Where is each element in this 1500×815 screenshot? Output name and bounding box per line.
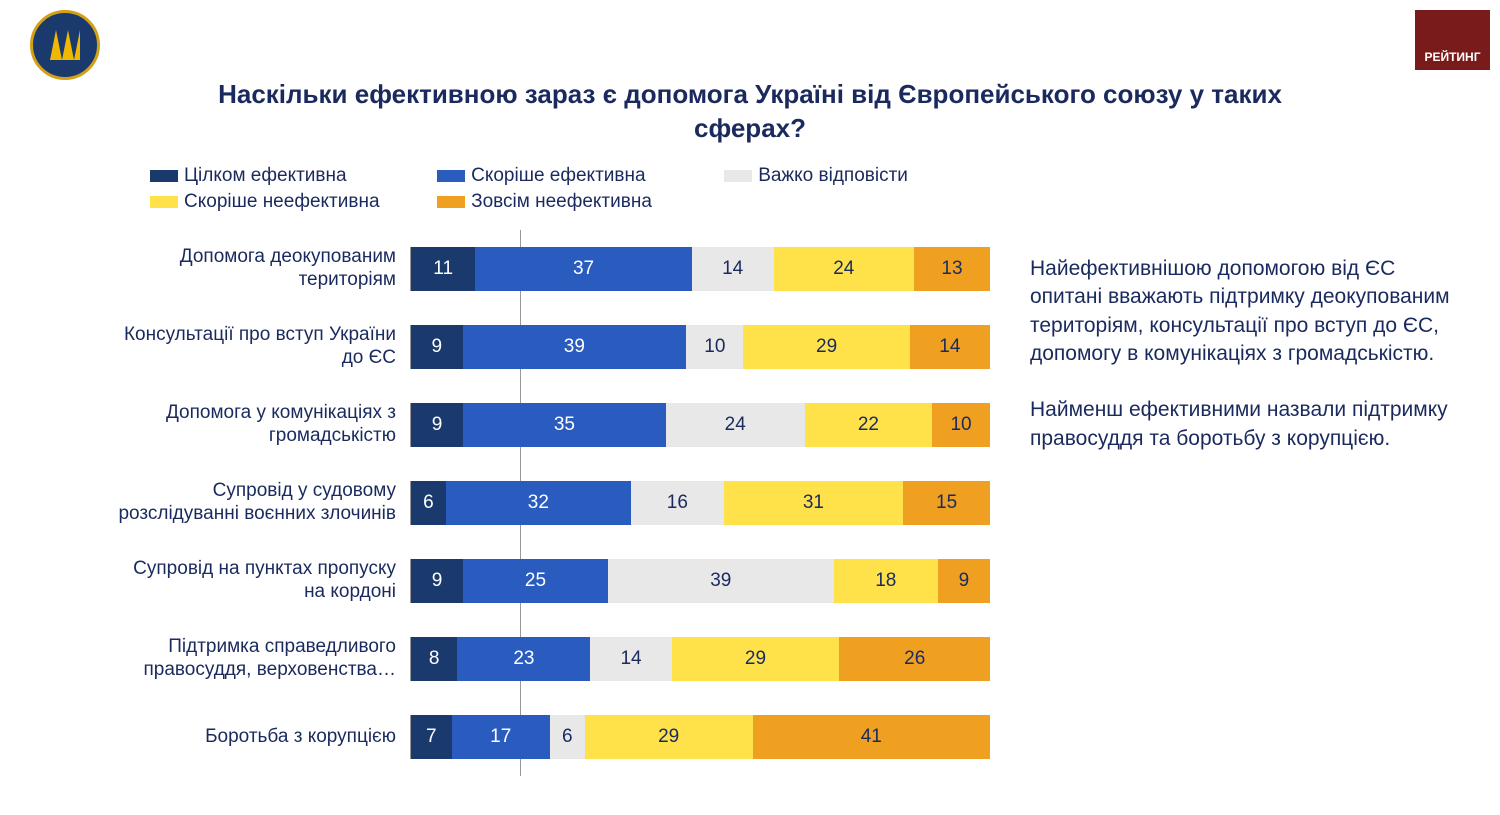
stacked-bar-chart: Допомога деокупованим територіям11371424… (110, 230, 1010, 776)
bar: 92539189 (410, 559, 990, 603)
euam-logo (30, 10, 100, 80)
row-label: Підтримка справедливого правосуддя, верх… (110, 636, 410, 682)
bar-segment: 29 (585, 715, 753, 759)
chart-row: Допомога деокупованим територіям11371424… (110, 230, 1010, 308)
bar-segment: 39 (608, 559, 834, 603)
bar-segment: 24 (666, 403, 805, 447)
bar-segment: 29 (672, 637, 840, 681)
bar-segment: 39 (463, 325, 687, 369)
commentary-p2: Найменш ефективними назвали підтримку пр… (1030, 396, 1450, 453)
bar-segment: 10 (932, 403, 990, 447)
bar-segment: 41 (753, 715, 990, 759)
row-label: Допомога деокупованим територіям (110, 246, 410, 292)
bar-segment: 35 (463, 403, 666, 447)
legend-item: Важко відповісти (724, 165, 1011, 187)
bar-segment: 17 (452, 715, 550, 759)
chart-row: Консультації про вступ України до ЄС9391… (110, 308, 1010, 386)
bar-segment: 13 (914, 247, 990, 291)
legend-label: Цілком ефективна (184, 165, 347, 187)
legend-label: Важко відповісти (758, 165, 908, 187)
legend-label: Скоріше ефективна (471, 165, 645, 187)
side-commentary: Найефективнішою допомогою від ЄС опитані… (1030, 255, 1450, 481)
bar: 632163115 (410, 481, 990, 525)
legend-swatch (724, 170, 752, 182)
bar: 71762941 (410, 715, 990, 759)
bar-segment: 16 (631, 481, 724, 525)
bar-segment: 22 (805, 403, 932, 447)
bar-segment: 9 (938, 559, 990, 603)
bar: 935242210 (410, 403, 990, 447)
legend-item: Скоріше неефективна (150, 191, 437, 213)
bar-segment: 9 (411, 403, 463, 447)
bar-segment: 24 (774, 247, 914, 291)
rating-badge: РЕЙТИНГ (1415, 10, 1490, 70)
legend-item: Цілком ефективна (150, 165, 437, 187)
bar-segment: 14 (692, 247, 774, 291)
chart-row: Підтримка справедливого правосуддя, верх… (110, 620, 1010, 698)
row-label: Супровід у судовому розслідуванні воєнни… (110, 480, 410, 526)
row-label: Боротьба з корупцією (110, 726, 410, 749)
bar-segment: 6 (550, 715, 585, 759)
bar: 823142926 (410, 637, 990, 681)
bar-segment: 8 (411, 637, 457, 681)
row-label: Допомога у комунікаціях з громадськістю (110, 402, 410, 448)
chart-row: Супровід у судовому розслідуванні воєнни… (110, 464, 1010, 542)
legend-label: Скоріше неефективна (184, 191, 380, 213)
bar-segment: 26 (839, 637, 990, 681)
legend-swatch (437, 170, 465, 182)
bar-segment: 9 (411, 325, 463, 369)
legend-swatch (437, 196, 465, 208)
legend-swatch (150, 170, 178, 182)
chart-row: Супровід на пунктах пропуску на кордоні9… (110, 542, 1010, 620)
commentary-p1: Найефективнішою допомогою від ЄС опитані… (1030, 255, 1450, 368)
legend-label: Зовсім неефективна (471, 191, 652, 213)
bar: 939102914 (410, 325, 990, 369)
chart-row: Боротьба з корупцією71762941 (110, 698, 1010, 776)
bar-segment: 23 (457, 637, 590, 681)
bar-segment: 14 (590, 637, 671, 681)
bar-segment: 7 (411, 715, 452, 759)
bar: 1137142413 (410, 247, 990, 291)
legend-item: Скоріше ефективна (437, 165, 724, 187)
bar-segment: 6 (411, 481, 446, 525)
chart-row: Допомога у комунікаціях з громадськістю9… (110, 386, 1010, 464)
badge-label: РЕЙТИНГ (1424, 50, 1480, 64)
bar-segment: 29 (743, 325, 909, 369)
bar-segment: 25 (463, 559, 608, 603)
bar-segment: 9 (411, 559, 463, 603)
logo-mark (50, 30, 80, 60)
legend-item: Зовсім неефективна (437, 191, 724, 213)
bar-segment: 32 (446, 481, 631, 525)
legend-swatch (150, 196, 178, 208)
chart-legend: Цілком ефективна Скоріше ефективна Важко в… (150, 165, 1020, 217)
bar-segment: 14 (910, 325, 990, 369)
page-title: Наскільки ефективною зараз є допомога Ук… (0, 78, 1500, 146)
row-label: Супровід на пунктах пропуску на кордоні (110, 558, 410, 604)
row-label: Консультації про вступ України до ЄС (110, 324, 410, 370)
bar-segment: 37 (475, 247, 691, 291)
bar-segment: 15 (903, 481, 990, 525)
bar-segment: 31 (724, 481, 903, 525)
bar-segment: 10 (686, 325, 743, 369)
bar-segment: 11 (411, 247, 475, 291)
bar-segment: 18 (834, 559, 938, 603)
